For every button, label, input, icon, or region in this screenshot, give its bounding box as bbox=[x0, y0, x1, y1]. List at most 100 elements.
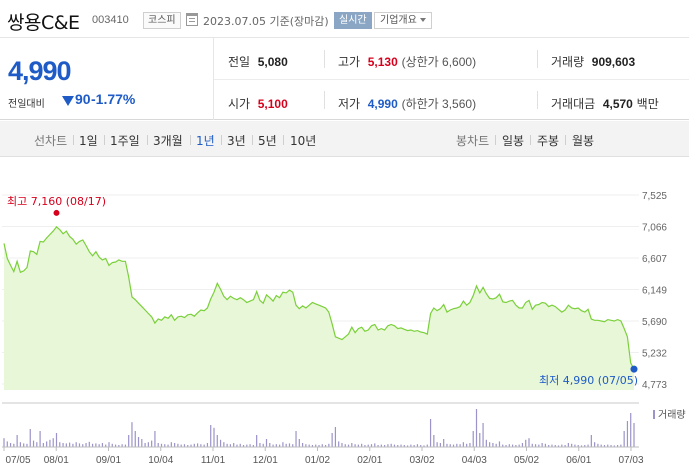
volume-bar bbox=[446, 443, 448, 447]
volume-label: 거래량 bbox=[551, 55, 585, 69]
volume-bar bbox=[590, 435, 592, 447]
volume-bar bbox=[610, 445, 612, 447]
tab-daily[interactable]: 일봉 bbox=[502, 134, 525, 148]
volume-bar bbox=[518, 444, 520, 447]
price-chart[interactable]: 7,525 7,066 6,607 6,149 5,690 5,232 4,773 최고 7… bbox=[0, 157, 689, 473]
volume-bar bbox=[616, 445, 619, 447]
volume-bar bbox=[367, 444, 369, 447]
chevron-down-icon bbox=[419, 18, 426, 22]
current-price-box: 4,990 전일대비 90 -1.77% bbox=[0, 38, 214, 120]
volume-bar bbox=[423, 445, 425, 447]
volume-bar bbox=[505, 445, 507, 447]
tab-1d[interactable]: 1일 bbox=[79, 134, 98, 148]
low-annotation: 최저 4,990 (07/05) bbox=[539, 374, 638, 387]
tab-monthly[interactable]: 월봉 bbox=[572, 134, 595, 148]
volume-bar bbox=[311, 445, 314, 447]
divider bbox=[530, 135, 531, 145]
volume-bar bbox=[630, 413, 632, 447]
trade-value: 4,570 bbox=[602, 97, 633, 111]
volume-bar bbox=[9, 443, 12, 447]
volume-bar bbox=[436, 442, 438, 447]
tab-1y[interactable]: 1년 bbox=[196, 134, 215, 148]
tab-5y[interactable]: 5년 bbox=[258, 134, 277, 148]
volume-bar bbox=[564, 445, 566, 447]
tab-10y[interactable]: 10년 bbox=[290, 134, 317, 148]
volume-bar bbox=[370, 444, 373, 447]
volume-bar bbox=[236, 444, 238, 447]
volume-bar bbox=[433, 435, 435, 447]
volume-bar bbox=[482, 423, 484, 447]
volume-bar bbox=[265, 439, 268, 447]
volume-bar bbox=[252, 445, 254, 447]
volume-bar bbox=[121, 444, 123, 447]
stock-name[interactable]: 쌍용C&E bbox=[7, 12, 80, 34]
realtime-button[interactable]: 실시간 bbox=[334, 12, 372, 29]
volume-bar bbox=[561, 444, 563, 447]
volume-bar bbox=[384, 445, 386, 447]
volume-bar bbox=[216, 435, 218, 447]
volume-bar bbox=[498, 441, 501, 447]
row-divider bbox=[214, 79, 689, 80]
volume-bar bbox=[114, 444, 117, 447]
volume-bar bbox=[36, 442, 38, 447]
volume-bar bbox=[341, 443, 343, 447]
divider bbox=[283, 135, 284, 145]
tab-3y[interactable]: 3년 bbox=[227, 134, 246, 148]
y-tick-label: 7,525 bbox=[642, 191, 667, 202]
volume-bar bbox=[357, 444, 359, 447]
volume-bar bbox=[600, 444, 602, 447]
divider bbox=[221, 135, 222, 145]
volume-bar bbox=[196, 443, 199, 447]
volume-bar bbox=[131, 422, 133, 447]
volume-bar bbox=[351, 443, 353, 447]
volume-bar bbox=[380, 444, 382, 447]
volume-bar bbox=[32, 440, 35, 447]
y-tick-label: 7,066 bbox=[642, 223, 667, 234]
x-axis: 07/05 08/01 09/01 10/04 11/01 12/01 01/02 02/01… bbox=[3, 447, 644, 466]
volume-bar bbox=[259, 443, 261, 447]
volume-bar bbox=[393, 444, 396, 447]
volume-bar bbox=[108, 442, 110, 447]
volume-bar bbox=[6, 441, 8, 447]
volume-bar bbox=[429, 419, 432, 447]
x-tick-label: 08/01 bbox=[44, 455, 69, 466]
high-marker bbox=[53, 209, 60, 216]
volume-bar bbox=[219, 439, 222, 447]
volume-bar bbox=[577, 445, 579, 447]
volume-bar bbox=[439, 443, 442, 447]
volume-bar bbox=[475, 409, 478, 447]
volume-bar bbox=[580, 445, 583, 447]
divider bbox=[252, 135, 253, 145]
volume-bar bbox=[397, 445, 399, 447]
volume-bar bbox=[292, 444, 294, 447]
company-overview-dropdown[interactable]: 기업개요 bbox=[374, 12, 432, 29]
price-line bbox=[3, 226, 635, 370]
high-cell: 고가 5,130 (상한가 6,600) bbox=[338, 53, 476, 70]
volume-bar bbox=[85, 443, 87, 447]
volume-bar bbox=[567, 443, 569, 447]
tab-weekly[interactable]: 주봉 bbox=[537, 134, 560, 148]
volume-bar bbox=[203, 444, 205, 447]
volume-bar bbox=[305, 444, 307, 447]
volume-bar bbox=[361, 443, 363, 447]
volume-bar bbox=[515, 445, 517, 447]
volume-bar bbox=[574, 444, 576, 447]
volume-bar bbox=[82, 444, 84, 447]
volume-bar bbox=[13, 443, 15, 447]
volume-bar bbox=[462, 442, 464, 447]
x-tick-label: 07/03 bbox=[618, 455, 643, 466]
tab-3m[interactable]: 3개월 bbox=[153, 134, 183, 148]
line-chart-header: 선차트 bbox=[34, 134, 68, 148]
x-tick-label: 09/01 bbox=[96, 455, 121, 466]
tab-1w[interactable]: 1주일 bbox=[110, 134, 140, 148]
trade-value-label: 거래대금 bbox=[551, 97, 596, 111]
as-of-date: 2023.07.05 기준(장마감) bbox=[203, 15, 329, 28]
volume-bar bbox=[534, 444, 537, 447]
volume-bar bbox=[167, 444, 169, 447]
y-axis: 7,525 7,066 6,607 6,149 5,690 5,232 4,773 bbox=[642, 191, 667, 391]
volume-bar bbox=[587, 444, 589, 447]
volume-bar bbox=[183, 444, 186, 447]
volume-bar bbox=[170, 442, 172, 447]
volume-bar bbox=[508, 444, 510, 447]
volume-bar bbox=[377, 445, 379, 447]
